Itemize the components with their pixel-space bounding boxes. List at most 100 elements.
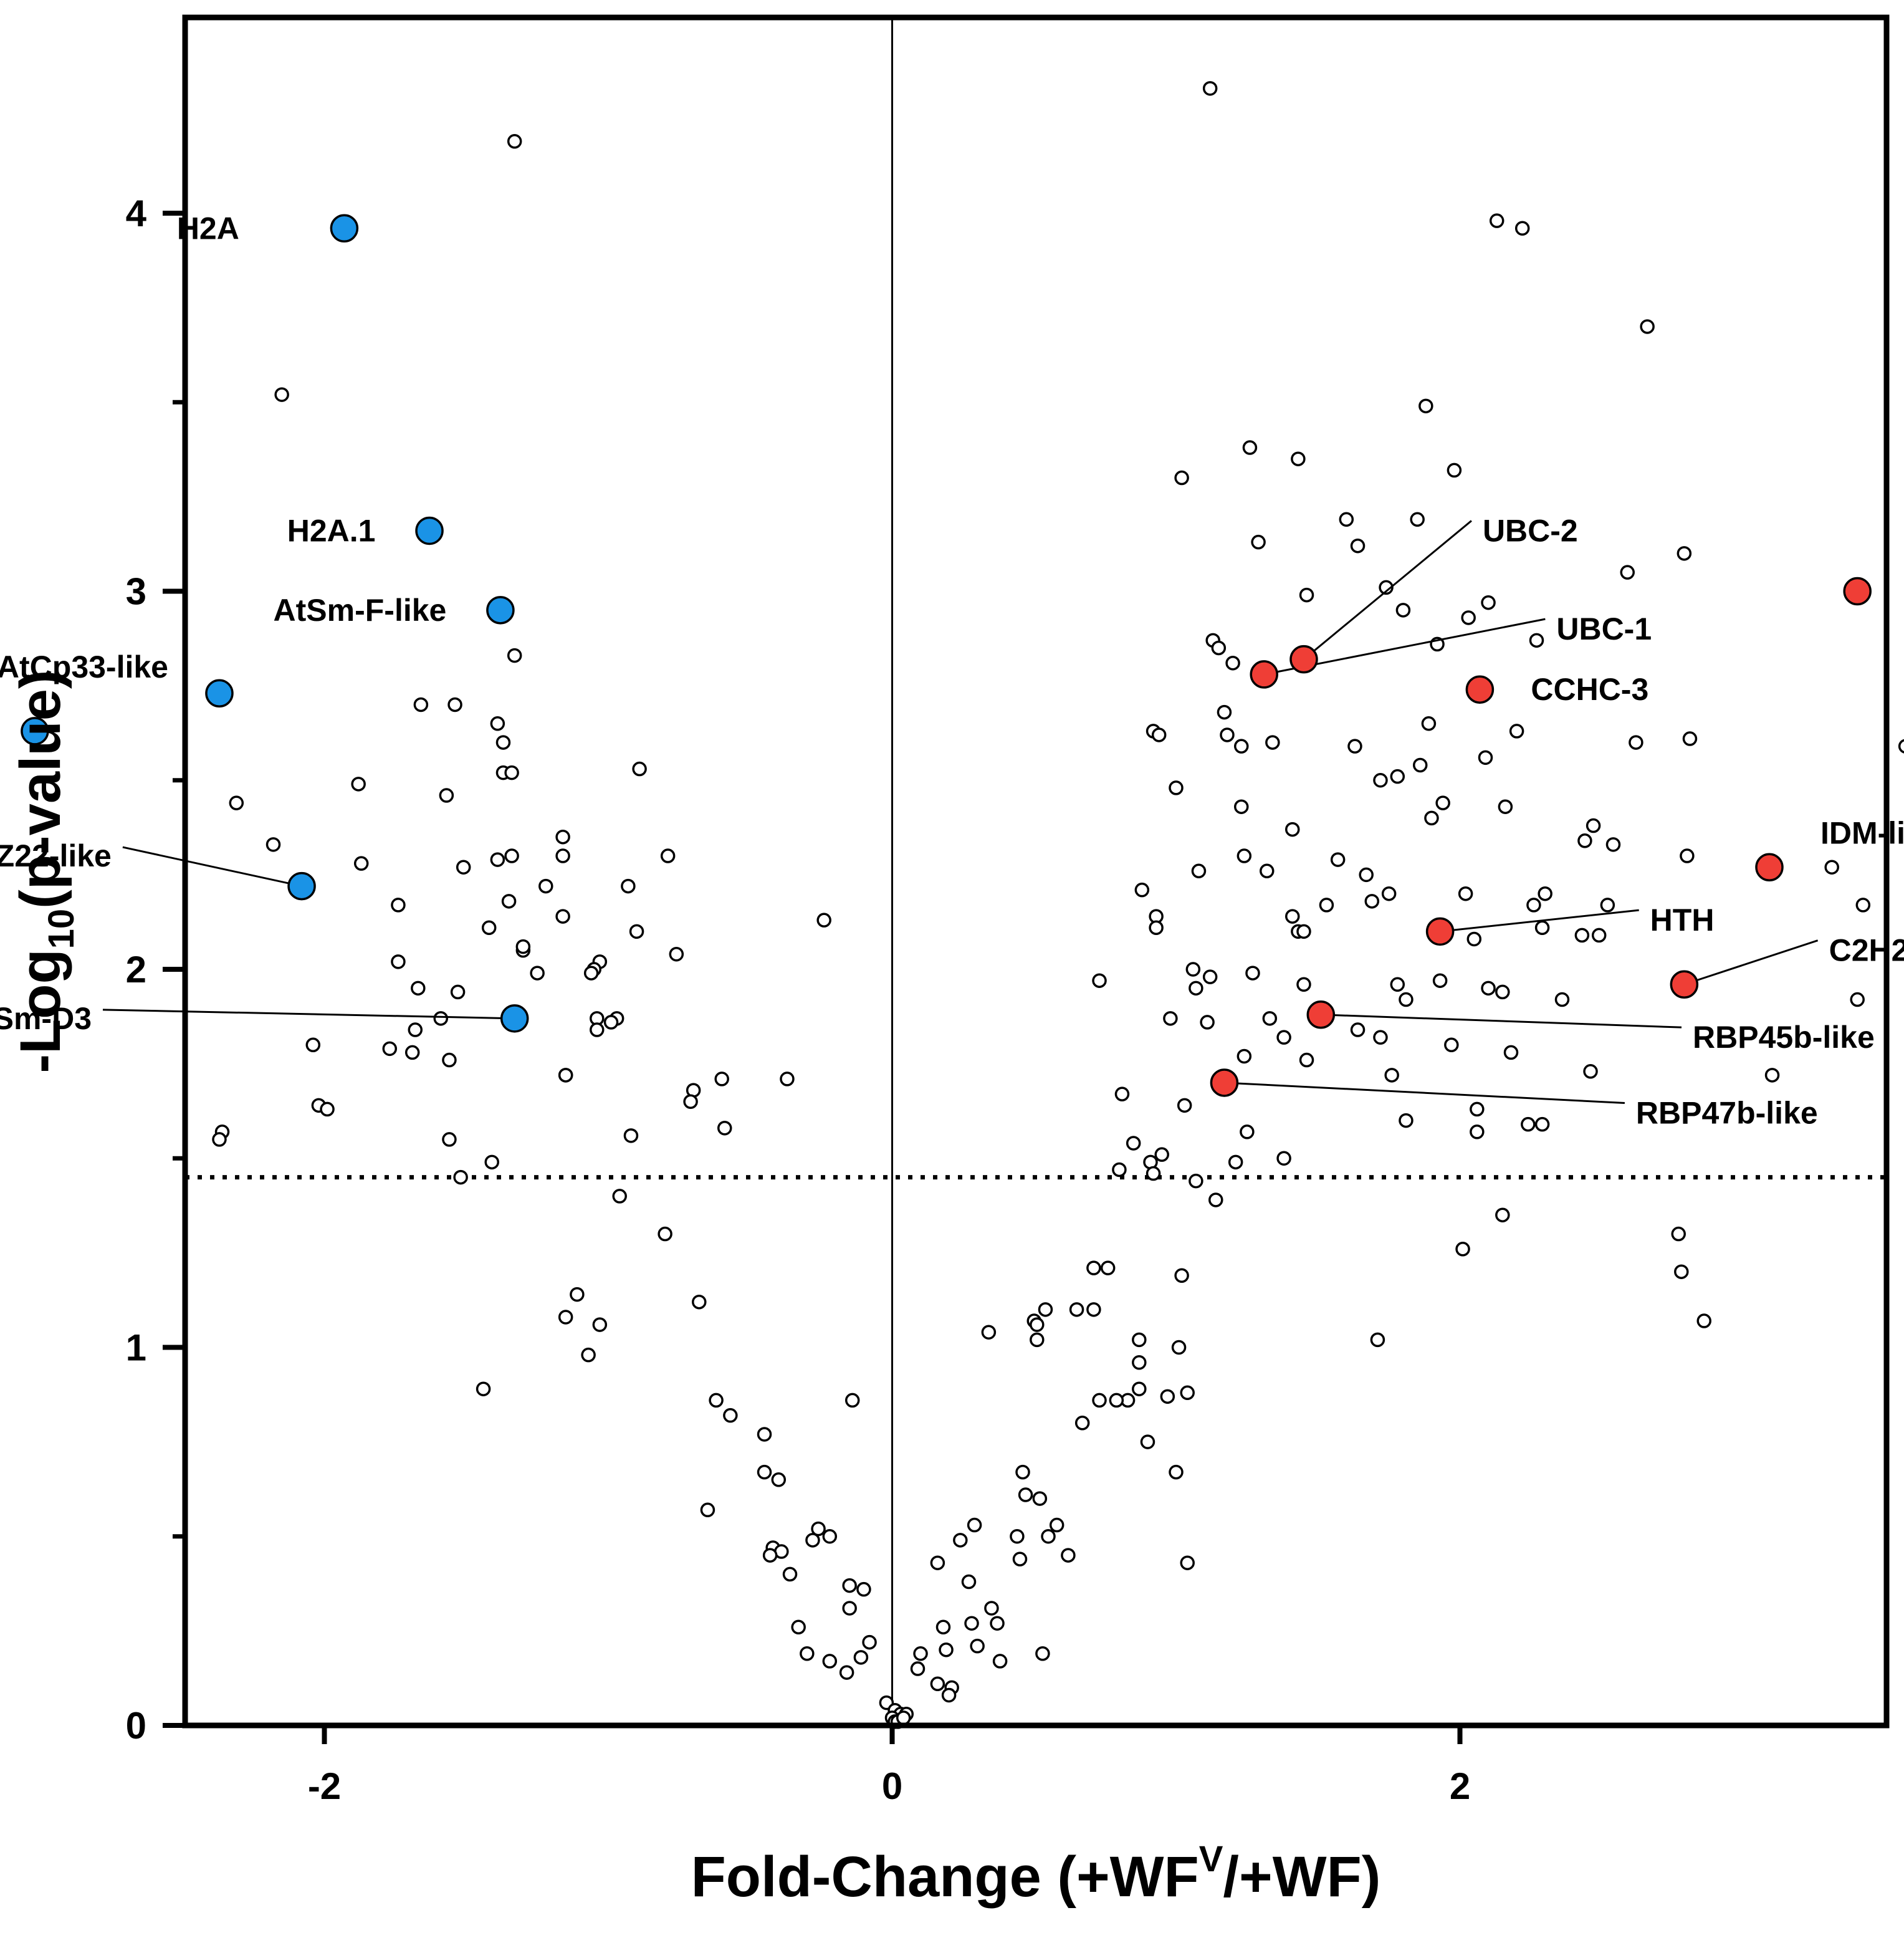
data-point (1495, 1207, 1510, 1222)
data-point (1296, 977, 1311, 992)
data-point (351, 777, 366, 792)
data-point (1529, 633, 1544, 648)
x-tick-label: 2 (1450, 1765, 1470, 1807)
data-point (1600, 898, 1615, 913)
x-tick-label: 0 (882, 1765, 902, 1807)
data-point (842, 1578, 857, 1593)
data-point (964, 1616, 979, 1631)
data-point (990, 1616, 1005, 1631)
data-point (1514, 221, 1530, 236)
data-point (1339, 512, 1354, 527)
label-hth: HTH (1650, 903, 1715, 938)
y-tick-label: 4 (126, 193, 147, 234)
data-point (1470, 1101, 1485, 1117)
data-point (433, 1011, 449, 1026)
data-point (1347, 739, 1362, 754)
highlight-point-cchc-3 (1465, 675, 1495, 704)
leader-line-ubc-2 (1303, 520, 1472, 660)
data-point (1824, 860, 1839, 875)
data-point (1586, 818, 1601, 833)
data-point (1390, 769, 1405, 784)
data-point (762, 1548, 778, 1563)
data-point (1112, 1162, 1127, 1178)
data-point (856, 1581, 871, 1597)
data-point (839, 1665, 854, 1680)
data-point (1521, 1116, 1536, 1132)
data-point (1234, 799, 1249, 814)
plot-frame (182, 14, 1890, 1729)
data-point (1855, 898, 1871, 913)
data-point (411, 981, 426, 996)
data-point (822, 1529, 838, 1544)
data-point (669, 946, 684, 962)
data-point (408, 1022, 423, 1037)
y-tick-label: 0 (126, 1705, 146, 1747)
data-point (800, 1646, 815, 1661)
label-rbp45b-like: RBP45b-like (1693, 1020, 1875, 1055)
data-point (1202, 969, 1218, 984)
data-point (1444, 1037, 1459, 1053)
data-point (1086, 1302, 1101, 1317)
data-point (1503, 1045, 1519, 1060)
data-point (1395, 603, 1411, 618)
data-point (1381, 886, 1397, 901)
data-point (490, 716, 505, 731)
data-point (1495, 984, 1510, 1000)
leader-line-sm-d3 (102, 1009, 515, 1020)
data-point (1574, 928, 1590, 943)
data-point (1146, 1166, 1161, 1181)
data-point (1012, 1552, 1028, 1566)
data-point (1296, 924, 1311, 939)
x-axis-title-sup: V (1199, 1839, 1223, 1879)
data-point (1399, 992, 1414, 1007)
data-point (212, 1132, 227, 1147)
data-point (391, 954, 406, 969)
data-point (629, 924, 644, 939)
label-h2a-1: H2A.1 (287, 513, 376, 548)
data-point (910, 1661, 926, 1676)
data-point (1455, 1242, 1470, 1257)
highlight-point-h2a-1 (415, 516, 444, 545)
data-point (811, 1521, 826, 1537)
data-point (1285, 822, 1300, 837)
data-point (1200, 1015, 1215, 1030)
label-sm-d3: Sm-D3 (0, 1001, 92, 1036)
data-point (1299, 1052, 1314, 1068)
label-ubc-1: UBC-1 (1556, 612, 1652, 646)
data-point (507, 134, 522, 149)
data-point (1605, 837, 1621, 852)
data-point (623, 1128, 639, 1143)
data-point (1169, 1464, 1184, 1480)
data-point (442, 1052, 457, 1068)
data-point (1498, 799, 1513, 814)
data-point (1481, 595, 1496, 610)
data-point (1217, 704, 1232, 720)
data-point (1030, 1332, 1045, 1348)
data-point (771, 1472, 787, 1487)
data-point (456, 860, 471, 875)
data-point (1583, 1064, 1598, 1079)
data-point (1086, 1260, 1101, 1275)
data-point (1390, 977, 1405, 992)
data-point (481, 920, 497, 936)
highlight-point-atcp33-like (205, 679, 234, 708)
data-point (1260, 863, 1275, 879)
data-point (961, 1574, 977, 1590)
data-point (1538, 886, 1552, 901)
data-point (1399, 1113, 1414, 1128)
data-point (1149, 920, 1164, 936)
data-point (1069, 1302, 1084, 1317)
data-point (1140, 1434, 1155, 1449)
data-point (967, 1517, 982, 1533)
highlight-point-rbp45b-like (1306, 1000, 1336, 1029)
data-point (1202, 81, 1218, 96)
data-point (1554, 992, 1570, 1007)
data-point (632, 761, 647, 777)
data-point (1489, 213, 1505, 228)
data-point (1100, 1260, 1116, 1275)
leader-line-atsrz22-like (122, 846, 302, 888)
data-point (1620, 565, 1635, 580)
data-point (555, 848, 570, 863)
data-point (570, 1287, 585, 1302)
data-point (1234, 739, 1249, 754)
